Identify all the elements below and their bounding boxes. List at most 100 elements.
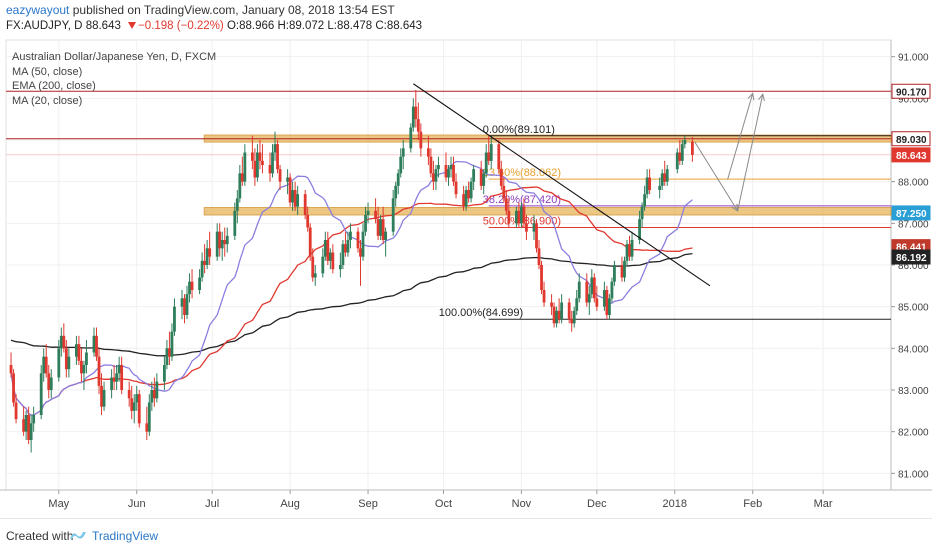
candle-body	[499, 169, 503, 186]
candle-body	[173, 306, 176, 332]
candle-body	[49, 377, 53, 390]
candle	[663, 160, 667, 186]
candle	[100, 373, 103, 415]
candle-body	[595, 298, 599, 307]
candle-body	[303, 194, 307, 215]
candle	[321, 248, 325, 278]
candle-body	[341, 244, 345, 265]
candle	[112, 365, 116, 390]
candle	[268, 152, 272, 182]
candle	[220, 231, 224, 261]
candle-body	[520, 206, 523, 224]
candle-body	[381, 219, 385, 240]
candle	[419, 123, 423, 157]
candle	[82, 360, 86, 390]
candle-body	[452, 165, 455, 182]
candle	[130, 385, 134, 420]
legend-ma20[interactable]: MA (20, close)	[12, 94, 83, 107]
candle	[394, 181, 398, 207]
candle-body	[638, 219, 641, 240]
price-tag	[891, 131, 931, 147]
candle	[135, 385, 139, 411]
x-tick-label: Mar	[814, 498, 833, 510]
candle-body	[190, 281, 194, 290]
candle	[467, 181, 471, 203]
candle	[349, 223, 352, 249]
y-tick-label: 91.000	[898, 53, 929, 64]
candle-body	[168, 348, 171, 357]
candle	[256, 144, 259, 182]
candle-body	[623, 260, 626, 278]
candle	[77, 335, 81, 365]
legend-ema200[interactable]: EMA (200, close)	[12, 80, 96, 92]
candle	[592, 273, 596, 303]
candle-body	[80, 360, 83, 374]
candle	[416, 102, 420, 140]
candle-body	[489, 144, 493, 161]
author-link[interactable]: eazywayout	[6, 3, 70, 17]
candle	[525, 215, 528, 240]
candle	[482, 169, 486, 195]
x-tick-label: Feb	[743, 498, 762, 510]
candle-body	[115, 373, 119, 382]
candle-body	[560, 302, 564, 320]
x-tick-label: Sep	[358, 498, 378, 510]
candle-body	[152, 390, 156, 399]
candle	[484, 144, 488, 178]
price-chart[interactable]: May Jun Jul Aug Sep Oct Nov Dec 2018 Feb Mar 81.000…	[0, 38, 932, 518]
candle-body	[555, 310, 559, 324]
candle	[504, 190, 508, 215]
candle	[110, 369, 113, 399]
candle-body	[419, 131, 423, 149]
tradingview-brand[interactable]: TradingView	[92, 529, 159, 543]
projection-arrow-down	[694, 141, 739, 212]
candle-body	[150, 390, 154, 403]
candle	[132, 394, 136, 424]
candle	[399, 148, 403, 178]
candle-body	[394, 185, 398, 199]
candle	[64, 340, 68, 378]
candle-body	[620, 265, 624, 278]
candle	[391, 190, 395, 236]
candle	[434, 165, 438, 190]
candle-body	[504, 198, 508, 211]
candle	[587, 285, 591, 315]
candle	[145, 406, 149, 440]
candle-body	[683, 140, 687, 145]
candle-body	[592, 277, 596, 299]
candle	[233, 202, 237, 240]
candle	[608, 294, 611, 320]
candle	[92, 327, 96, 357]
candle-body	[235, 198, 239, 211]
footer-bar: Created with TradingView	[0, 518, 932, 551]
candle	[331, 244, 335, 274]
change-value: −0.198 (−0.22%)	[138, 20, 224, 32]
candle-body	[162, 365, 166, 382]
candle-body	[658, 185, 662, 190]
candle-body	[384, 231, 388, 240]
candle	[437, 156, 440, 178]
candle	[542, 281, 546, 307]
candle	[472, 165, 476, 190]
last-price: 88.643	[85, 20, 121, 32]
candle-body	[97, 356, 101, 386]
candle-body	[276, 144, 279, 170]
legend-ma50[interactable]: MA (50, close)	[12, 65, 83, 78]
y-tick-label: 82.000	[898, 428, 929, 439]
candle	[80, 348, 83, 382]
candle-body	[497, 144, 501, 170]
candle	[9, 352, 13, 378]
candle-body	[507, 210, 511, 224]
candle-body	[223, 240, 227, 245]
candle-body	[648, 177, 652, 190]
candle-body	[349, 231, 352, 240]
candle-body	[640, 206, 644, 220]
candle	[409, 123, 413, 153]
candle	[225, 227, 229, 253]
candle	[240, 156, 244, 186]
candle	[74, 335, 78, 365]
candle-body	[208, 248, 212, 257]
candle	[341, 240, 345, 270]
y-tick-label: 81.000	[898, 469, 929, 480]
candle-body	[147, 402, 151, 432]
